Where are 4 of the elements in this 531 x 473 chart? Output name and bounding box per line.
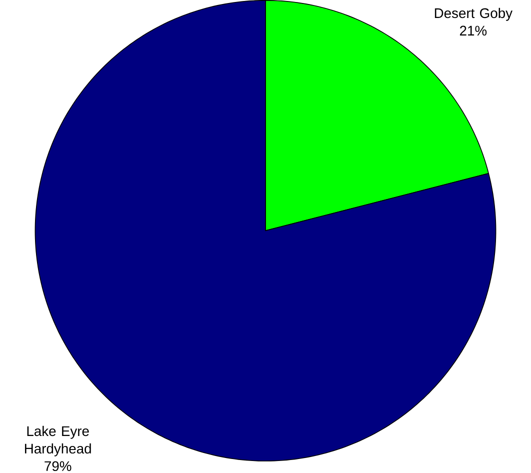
slice-label: Desert Goby: [434, 8, 513, 21]
slice-label: Lake Eyre Hardyhead: [25, 426, 91, 456]
data-label: 79%: [44, 461, 72, 471]
data-label: 21%: [460, 26, 487, 36]
